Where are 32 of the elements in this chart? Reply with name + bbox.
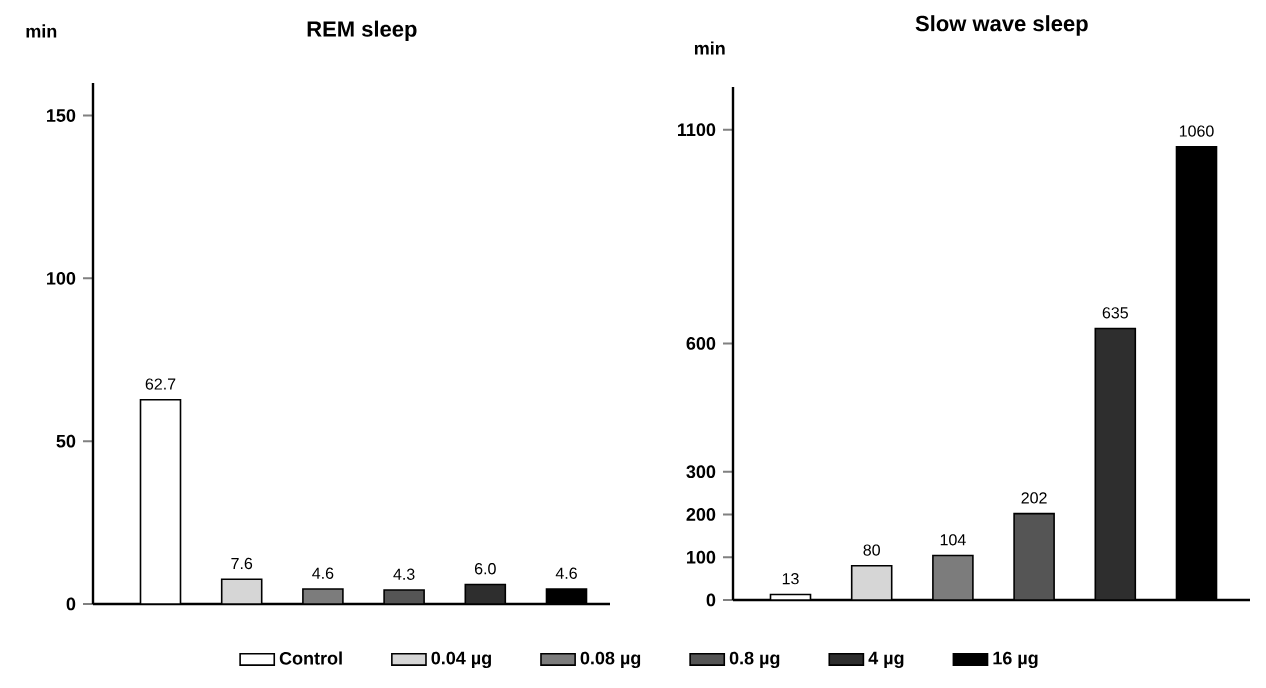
data-label: 4.6 — [555, 567, 577, 579]
data-label: 80 — [863, 544, 880, 556]
data-label: 104 — [940, 534, 966, 546]
legend-label: 0.04 µg — [431, 651, 491, 669]
chart-title: REM sleep — [307, 20, 417, 42]
y-tick-label: 150 — [47, 109, 76, 122]
y-tick-label: 0 — [66, 597, 76, 611]
y-tick-label: 0 — [706, 593, 716, 607]
data-label: 6.0 — [475, 563, 496, 575]
legend-label: 0.8 µg — [729, 651, 780, 669]
data-label: 7.6 — [231, 557, 253, 570]
y-tick-label: 100 — [687, 550, 716, 564]
y-tick-label: 300 — [686, 465, 716, 479]
legend-label: 0.08 µg — [580, 651, 641, 669]
chart-title: Slow wave sleep — [915, 15, 1088, 36]
legend-label: Control — [279, 651, 342, 665]
data-label: 4.6 — [312, 567, 334, 579]
data-label: 13 — [782, 573, 799, 585]
y-axis-title: min — [26, 24, 57, 38]
legend-label: 4 µg — [868, 651, 904, 668]
data-label: 202 — [1021, 492, 1047, 504]
y-axis-title: min — [694, 41, 725, 55]
y-tick-label: 100 — [47, 271, 76, 285]
data-label: 1060 — [1179, 125, 1214, 137]
data-label: 635 — [1102, 307, 1128, 319]
data-label: 62.7 — [145, 378, 176, 390]
legend-label: 16 µg — [993, 651, 1038, 669]
y-tick-label: 200 — [686, 508, 716, 521]
y-tick-label: 600 — [686, 337, 716, 350]
data-label: 4.3 — [393, 568, 415, 580]
y-tick-label: 1100 — [678, 123, 716, 137]
y-tick-label: 50 — [56, 434, 76, 448]
